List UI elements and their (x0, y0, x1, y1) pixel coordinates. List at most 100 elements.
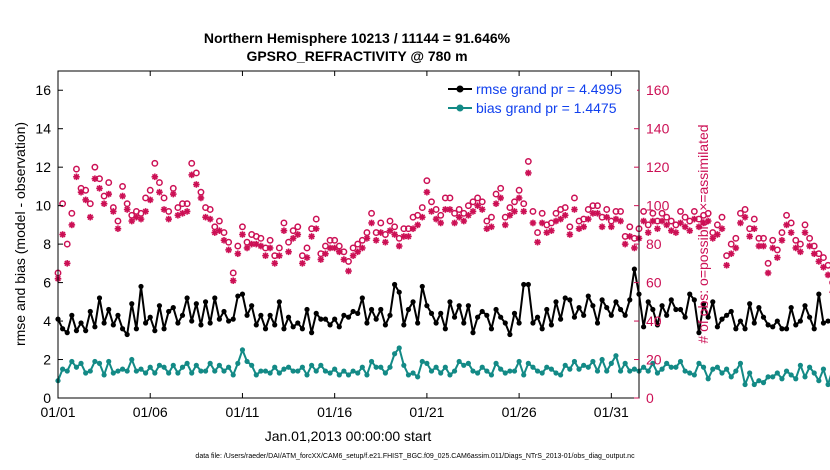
rmse-series-group (55, 266, 830, 338)
bias-point (479, 364, 485, 370)
obs-possible-marker (160, 194, 168, 202)
bias-point (502, 370, 508, 376)
obs-possible-marker (497, 184, 505, 192)
obs-possible-marker (428, 198, 435, 206)
rmse-point (179, 312, 186, 318)
bias-point (793, 376, 799, 382)
chart-subtitle: GPSRO_REFRACTIVITY @ 780 m (246, 48, 467, 64)
x-tick-label: 01/16 (317, 404, 352, 420)
asterisk-stroke (723, 262, 730, 269)
asterisk-stroke (257, 243, 264, 249)
obs-possible-marker (368, 209, 376, 217)
obs-assimilated-marker (96, 185, 103, 192)
asterisk-stroke (755, 243, 762, 249)
asterisk-stroke (73, 173, 80, 180)
rmse-point (760, 314, 767, 320)
asterisk-stroke (101, 200, 108, 207)
asterisk-stroke (299, 260, 306, 267)
axes-group: 01/01 01/06 01/11 01/16 01/21 01/26 01/31 0 2 4 6 8… (35, 71, 670, 420)
obs-assimilated-marker (257, 242, 265, 250)
y2-tick-label: 60 (646, 275, 662, 291)
obs-assimilated-marker (474, 202, 481, 209)
asterisk-stroke (451, 220, 458, 226)
rmse-point (392, 281, 398, 288)
obs-possible-marker (566, 223, 574, 231)
bias-point (608, 360, 614, 366)
plot-area (58, 71, 639, 398)
obs-assimilated-marker (446, 206, 454, 213)
obs-possible-marker (423, 177, 431, 185)
bias-point (511, 368, 518, 374)
obs-assimilated-marker (340, 256, 348, 263)
rmse-point (774, 318, 780, 324)
bias-point (539, 370, 545, 376)
asterisk-stroke (156, 189, 163, 196)
bias-point (719, 370, 725, 376)
asterisk-stroke (599, 223, 606, 230)
obs-assimilated-marker (658, 217, 666, 225)
obs-possible-marker (386, 217, 394, 225)
bias-point (705, 376, 711, 382)
rmse-point (410, 299, 416, 305)
rmse-point (415, 320, 421, 326)
obs-assimilated-marker (691, 215, 698, 223)
rmse-point (567, 297, 573, 303)
rmse-point (318, 316, 324, 322)
obs-assimilated-marker (409, 225, 417, 233)
rmse-point (110, 322, 116, 328)
rmse-point (659, 303, 665, 309)
obs-assimilated-marker (561, 211, 569, 219)
rmse-point (807, 314, 813, 320)
bias-point (525, 360, 531, 366)
bias-point (627, 368, 633, 374)
obs-possible-marker (658, 209, 666, 217)
bias-point (244, 358, 250, 365)
bias-point (668, 364, 674, 370)
bias-point (258, 368, 264, 374)
rmse-point (281, 326, 287, 332)
plot-frame (57, 70, 640, 399)
obs-possible-marker (713, 221, 721, 229)
y2-tick-label: 120 (646, 159, 670, 175)
asterisk-stroke (562, 212, 569, 219)
bias-point (166, 370, 172, 376)
rmse-point (456, 303, 462, 309)
bias-point (322, 368, 329, 374)
rmse-point (272, 322, 278, 328)
rmse-point (184, 295, 190, 301)
obs-assimilated-marker (663, 221, 670, 229)
rmse-point (221, 308, 227, 315)
bias-point (802, 374, 808, 380)
asterisk-stroke (548, 227, 555, 234)
asterisk-stroke (737, 220, 744, 226)
rmse-point (212, 295, 218, 301)
y2-tick-label: 100 (646, 198, 670, 214)
asterisk-stroke (161, 206, 167, 213)
x-tick-label: 01/21 (409, 404, 444, 420)
obs-assimilated-marker (810, 250, 818, 258)
bias-point (691, 372, 697, 378)
obs-assimilated-marker (197, 194, 205, 202)
obs-possible-marker (294, 223, 302, 231)
asterisk-stroke (91, 175, 98, 182)
asterisk-stroke (373, 237, 380, 244)
bias-point (230, 372, 236, 378)
bias-point (143, 370, 149, 376)
rmse-point (299, 326, 305, 332)
asterisk-stroke (184, 208, 191, 215)
obs-assimilated-marker (792, 244, 800, 252)
bias-point (728, 374, 734, 380)
asterisk-stroke (428, 208, 435, 215)
rmse-point (198, 322, 204, 328)
bias-point (599, 356, 605, 363)
obs-possible-marker (681, 213, 689, 221)
obs-series-group (54, 157, 830, 295)
asterisk-stroke (742, 214, 748, 221)
asterisk-stroke (119, 193, 126, 199)
obs-assimilated-marker (423, 188, 431, 196)
obs-possible-marker (179, 200, 186, 208)
asterisk-stroke (87, 214, 94, 221)
obs-possible-marker (515, 186, 523, 194)
rmse-point (747, 301, 753, 307)
bias-point (92, 358, 98, 365)
